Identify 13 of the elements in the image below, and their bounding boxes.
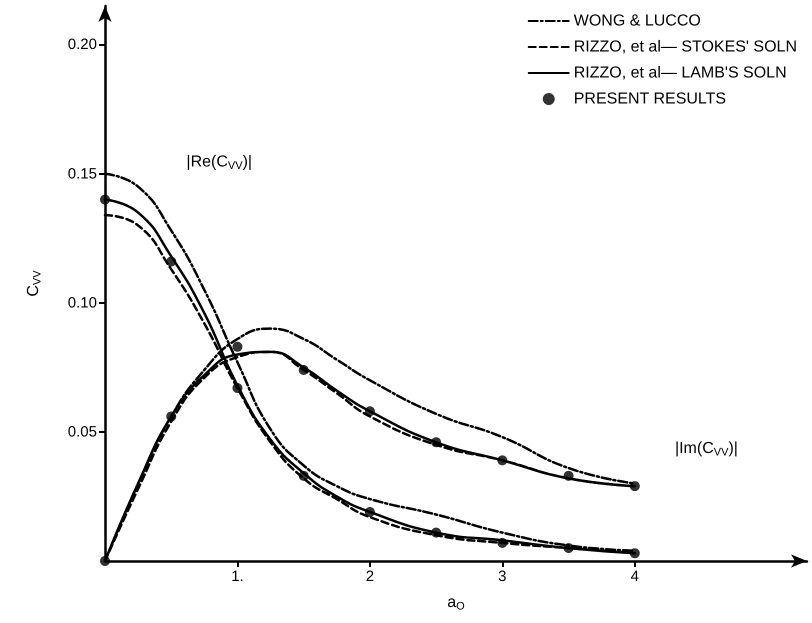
y-tick-label: 0.05 bbox=[68, 423, 97, 440]
legend-label: RIZZO, et al— STOKES' SOLN bbox=[574, 38, 798, 56]
x-tick-label: 4 bbox=[630, 568, 639, 585]
y-axis-title: CVV bbox=[25, 270, 44, 297]
y-tick-label: 0.20 bbox=[68, 36, 97, 54]
legend-label: WONG & LUCCO bbox=[574, 12, 701, 30]
legend-label: RIZZO, et al— LAMB'S SOLN bbox=[574, 64, 787, 82]
x-tick-label: 1. bbox=[231, 568, 244, 585]
x-tick-label: 2 bbox=[366, 568, 374, 585]
y-tick-label: 0.10 bbox=[68, 294, 97, 312]
x-tick-label: 3 bbox=[498, 568, 507, 585]
y-tick-label: 0.15 bbox=[68, 165, 97, 182]
legend-label: PRESENT RESULTS bbox=[574, 90, 726, 108]
